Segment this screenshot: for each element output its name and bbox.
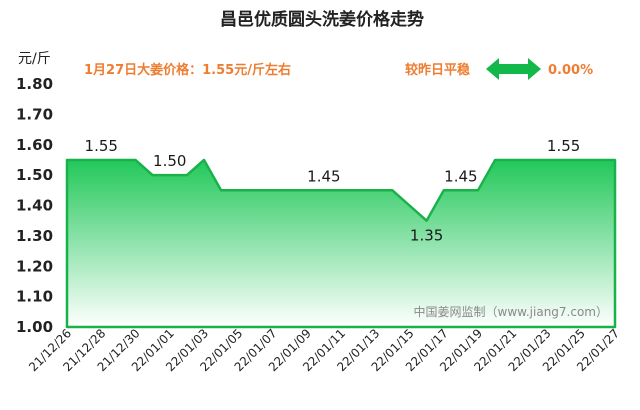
data-label: 1.55 — [85, 137, 118, 155]
flat-arrow-icon — [486, 58, 541, 80]
price-area-series — [65, 158, 617, 329]
x-axis: 21/12/2621/12/2821/12/3022/01/0122/01/03… — [26, 326, 622, 374]
data-label: 1.45 — [444, 167, 477, 185]
y-tick-label: 1.10 — [16, 288, 53, 306]
data-labels: 1.55 1.50 1.45 1.35 1.45 1.55 — [85, 137, 581, 245]
plot-area — [65, 158, 617, 329]
y-tick-label: 1.00 — [16, 318, 53, 336]
y-tick-label: 1.20 — [16, 257, 53, 275]
change-value: 0.00% — [548, 63, 593, 78]
y-tick-label: 1.80 — [16, 75, 53, 93]
change-text: 较昨日平稳 — [405, 62, 470, 78]
y-tick-label: 1.70 — [16, 105, 53, 123]
y-axis: 1.00 1.10 1.20 1.30 1.40 1.50 1.60 1.70 1.80 — [16, 75, 53, 336]
y-axis-unit: 元/斤 — [18, 51, 51, 67]
y-tick-label: 1.30 — [16, 227, 53, 245]
watermark: 中国姜网监制（www.jiang7.com） — [414, 304, 608, 319]
y-tick-label: 1.50 — [16, 166, 53, 184]
data-label: 1.55 — [547, 137, 580, 155]
y-tick-label: 1.40 — [16, 197, 53, 215]
price-note: 1月27日大姜价格：1.55元/斤左右 — [84, 62, 291, 78]
data-label: 1.50 — [153, 152, 186, 170]
data-label: 1.45 — [307, 167, 340, 185]
data-label: 1.35 — [410, 227, 443, 245]
y-tick-label: 1.60 — [16, 136, 53, 154]
chart-title: 昌邑优质圆头洗姜价格走势 — [220, 9, 424, 30]
